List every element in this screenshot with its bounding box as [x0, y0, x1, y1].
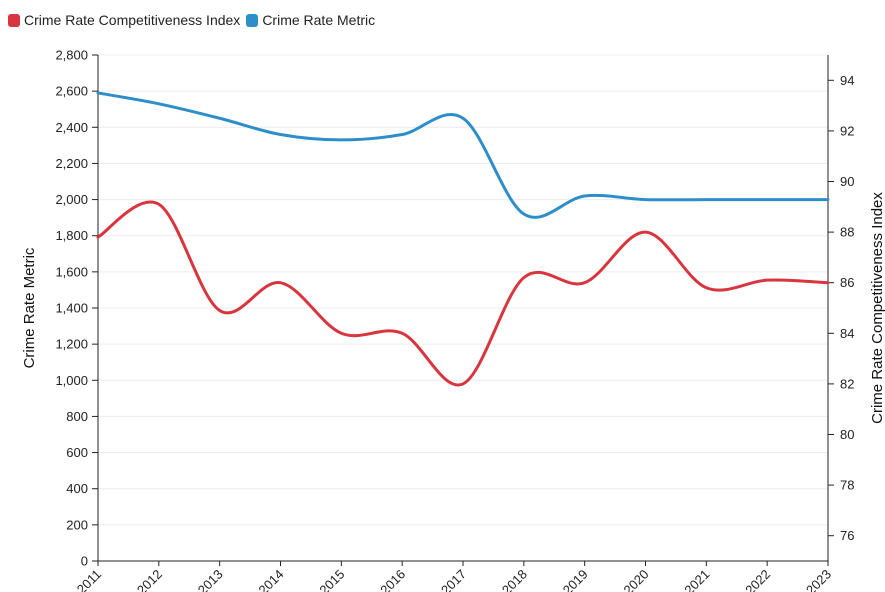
left-axis-ticks: 0 200 400 600 800 1,000 1,200 1,400 1,600 1,800 2,… — [55, 48, 98, 569]
right-tick-label: 92 — [840, 123, 854, 138]
series-lines — [96, 91, 830, 387]
legend-item-competitiveness-index[interactable]: Crime Rate Competitiveness Index — [8, 12, 240, 28]
x-tick-label: 2019 — [560, 567, 591, 592]
left-tick-label: 800 — [66, 409, 88, 424]
right-tick-label: 80 — [840, 427, 854, 442]
right-tick-label: 84 — [840, 326, 854, 341]
y-axis-left-title: Crime Rate Metric — [21, 247, 38, 368]
legend: Crime Rate Competitiveness Index Crime R… — [8, 12, 381, 28]
x-tick-label: 2014 — [256, 567, 287, 592]
x-tick-label: 2020 — [621, 567, 652, 592]
right-tick-label: 88 — [840, 225, 854, 240]
left-tick-label: 1,000 — [55, 373, 88, 388]
series-line-crime-rate-metric[interactable] — [96, 91, 830, 219]
left-tick-label: 600 — [66, 445, 88, 460]
right-tick-label: 90 — [840, 174, 854, 189]
right-axis-ticks: 76 78 80 82 84 86 88 90 92 94 — [828, 73, 854, 543]
x-tick-label: 2017 — [438, 567, 469, 592]
legend-item-crime-rate-metric[interactable]: Crime Rate Metric — [246, 12, 375, 28]
left-tick-label: 2,600 — [55, 84, 88, 99]
x-tick-label: 2021 — [681, 567, 712, 592]
left-tick-label: 0 — [81, 554, 88, 569]
x-tick-label: 2018 — [499, 567, 530, 592]
left-tick-label: 1,200 — [55, 337, 88, 352]
x-axis-ticks: 2011 2012 2013 2014 2015 2016 2017 2018 2019 2020… — [74, 561, 834, 592]
left-tick-label: 1,400 — [55, 301, 88, 316]
x-tick-label: 2015 — [316, 567, 347, 592]
left-tick-label: 2,200 — [55, 156, 88, 171]
right-tick-label: 86 — [840, 275, 854, 290]
legend-label: Crime Rate Competitiveness Index — [24, 12, 241, 28]
left-tick-label: 1,800 — [55, 228, 88, 243]
left-tick-label: 2,000 — [55, 192, 88, 207]
left-tick-label: 2,800 — [55, 48, 88, 63]
x-tick-label: 2013 — [195, 567, 226, 592]
legend-swatch-red — [8, 13, 20, 27]
x-tick-label: 2016 — [377, 567, 408, 592]
x-tick-label: 2022 — [742, 567, 773, 592]
left-tick-label: 200 — [66, 517, 88, 532]
right-tick-label: 82 — [840, 376, 854, 391]
series-line-competitiveness-index[interactable] — [96, 200, 830, 387]
left-tick-label: 2,400 — [55, 120, 88, 135]
x-tick-label: 2012 — [134, 567, 165, 592]
left-tick-label: 400 — [66, 481, 88, 496]
right-tick-label: 78 — [840, 478, 854, 493]
legend-label: Crime Rate Metric — [262, 12, 376, 28]
y-axis-right-title: Crime Rate Competitiveness Index — [869, 192, 885, 424]
left-tick-label: 1,600 — [55, 264, 88, 279]
right-tick-label: 94 — [840, 73, 854, 88]
legend-swatch-blue — [246, 13, 259, 27]
right-tick-label: 76 — [840, 528, 854, 543]
x-tick-label: 2023 — [803, 567, 834, 592]
x-tick-label: 2011 — [74, 567, 104, 592]
